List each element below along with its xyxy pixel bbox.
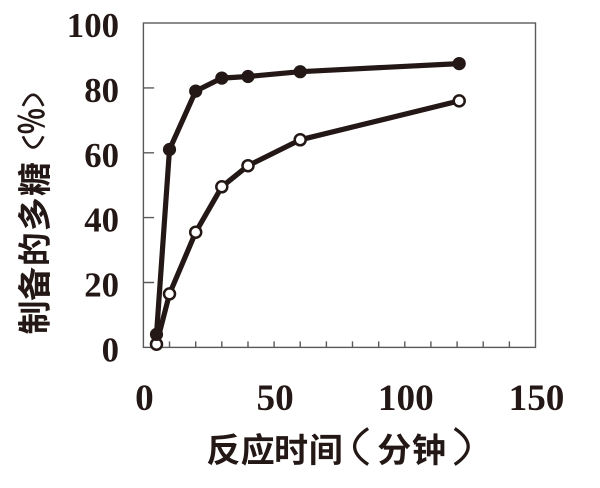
svg-text:60: 60 <box>84 136 119 175</box>
svg-text:150: 150 <box>509 378 565 419</box>
svg-text:20: 20 <box>84 266 119 305</box>
svg-text:0: 0 <box>135 378 154 419</box>
svg-text:40: 40 <box>84 201 119 240</box>
svg-text:100: 100 <box>378 378 434 419</box>
svg-text:100: 100 <box>67 6 119 45</box>
svg-text:0: 0 <box>102 330 119 369</box>
svg-text:80: 80 <box>84 71 119 110</box>
svg-text:50: 50 <box>257 378 294 419</box>
